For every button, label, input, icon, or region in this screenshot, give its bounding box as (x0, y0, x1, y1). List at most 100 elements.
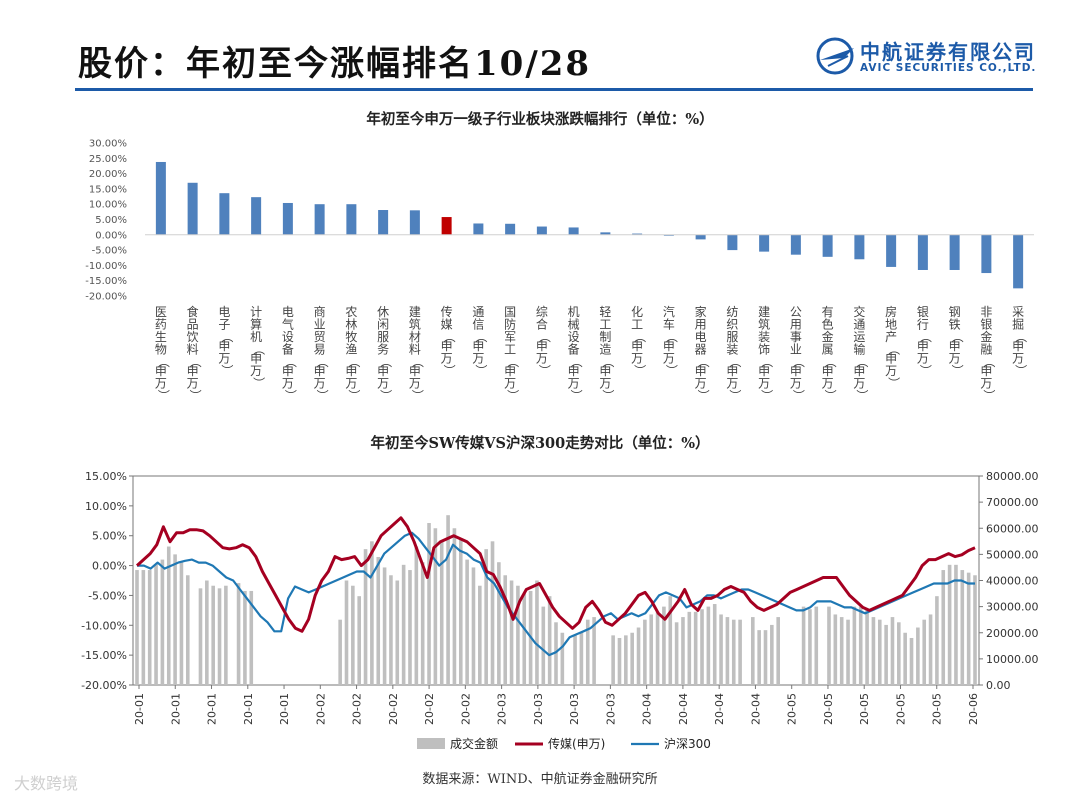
volume-bar (351, 585, 355, 685)
bar-category-label: 休闲服务︵申万︶ (377, 305, 392, 403)
volume-bar (344, 580, 349, 685)
volume-bar (776, 617, 780, 685)
bar-category-label: 采掘︵申万︶ (1012, 305, 1027, 378)
volume-bar (706, 606, 711, 685)
bar-category-label: 纺织服装︵申万︶ (726, 305, 741, 403)
volume-bar (338, 619, 342, 685)
volume-bar (871, 617, 876, 685)
volume-bar (719, 614, 723, 685)
volume-bar (903, 632, 907, 685)
volume-bar (947, 564, 952, 685)
x-tick-label: 20-02 (387, 693, 400, 725)
volume-bar (681, 617, 685, 685)
right-y-tick-label: 10000.00 (986, 653, 1039, 666)
volume-bar (541, 606, 546, 685)
bar-category-label: 家用电器︵申万︶ (695, 304, 710, 403)
volume-bar (693, 611, 698, 685)
volume-bar (763, 630, 768, 685)
volume-bar (751, 617, 755, 685)
bar-category-label: 房地产︵申万︶ (885, 304, 900, 391)
volume-bar (503, 575, 508, 685)
bar-category-label: 汽车︵申万︶ (663, 304, 678, 378)
bar-y-tick-label: -10.00% (85, 261, 127, 272)
media-vs-hs300-chart: 15.00% 10.00% 5.00% 0.00% -5.00% -10.00% -15.0… (81, 470, 1038, 751)
volume-bar (916, 627, 920, 685)
volume-bar (382, 567, 387, 685)
right-y-tick-label: 30000.00 (986, 601, 1039, 614)
volume-bar (433, 528, 438, 685)
bar-category-label: 交通运输︵申万︶ (853, 304, 868, 403)
x-tick-label: 20-04 (713, 693, 726, 725)
bar-category-label: 钢铁︵申万︶ (949, 305, 964, 378)
volume-bar (205, 580, 209, 685)
x-tick-label: 20-03 (604, 693, 617, 725)
right-y-tick-label: 0.00 (986, 679, 1011, 692)
volume-bar (135, 570, 139, 685)
bar-y-tick-label: -15.00% (85, 276, 127, 287)
volume-bar (236, 583, 241, 685)
volume-bar (973, 575, 977, 685)
volume-bar (516, 585, 520, 685)
bar-2 (187, 182, 198, 235)
bar-y-tick-label: 10.00% (89, 200, 127, 211)
volume-bar (884, 624, 888, 685)
volume-bar (585, 619, 590, 685)
brand-name: 中航证券有限公司 (860, 40, 1036, 64)
x-tick-label: 20-03 (568, 693, 581, 725)
volume-bar (446, 515, 450, 685)
bar-24 (886, 234, 897, 267)
bar-y-tick-label: 20.00% (89, 169, 127, 180)
bar-category-label: 食品饮料︵申万︶ (187, 304, 202, 403)
x-tick-label: 20-02 (314, 693, 327, 725)
volume-bar (535, 580, 539, 685)
hs300-line (137, 531, 975, 657)
volume-bar (217, 588, 222, 685)
bar-12 (505, 223, 516, 235)
volume-bar (928, 614, 933, 685)
industry-bar-chart: 30.00% 25.00% 20.00% 15.00% 10.00% 5.00% 0.00%… (85, 139, 1034, 403)
bar-category-label: 医药生物︵申万︶ (155, 305, 170, 403)
volume-bar (363, 549, 368, 685)
bar-7 (346, 204, 357, 235)
volume-bar (547, 596, 552, 685)
volume-bar (846, 619, 850, 685)
source-note: 数据来源：WIND、中航证券金融研究所 (422, 772, 658, 787)
volume-bar (414, 546, 419, 685)
x-tick-label: 20-01 (133, 693, 146, 725)
volume-bar (471, 567, 476, 685)
bar-category-label: 公用事业︵申万︶ (790, 305, 805, 403)
x-tick-label: 20-05 (931, 693, 944, 725)
x-tick-label: 20-02 (459, 693, 472, 725)
volume-bar (700, 609, 704, 685)
bar-y-tick-label: 5.00% (95, 215, 127, 226)
right-y-tick-label: 20000.00 (986, 627, 1039, 640)
bar-y-tick-label: 30.00% (89, 139, 127, 150)
volume-bar (922, 619, 927, 685)
right-y-tick-label: 50000.00 (986, 548, 1039, 561)
bar-19 (727, 234, 738, 251)
brand-name-en: AVIC SECURITIES CO.,LTD. (860, 62, 1037, 74)
bar-category-label: 传媒︵申万︶ (441, 304, 456, 378)
bar-6 (314, 204, 325, 235)
bar-9 (409, 210, 420, 235)
bar-category-label: 商业贸易︵申万︶ (314, 304, 329, 403)
left-y-tick-label: 10.00% (85, 500, 127, 513)
x-tick-label: 20-05 (822, 693, 835, 725)
volume-bar (497, 562, 501, 685)
volume-bar (439, 541, 444, 685)
volume-bar (954, 564, 958, 685)
volume-bar (408, 570, 412, 685)
volume-bar (636, 627, 641, 685)
volume-bar (141, 570, 146, 685)
volume-bar (458, 538, 463, 685)
volume-bar (687, 611, 692, 685)
bar-10 (441, 217, 452, 235)
volume-bar (839, 617, 844, 685)
volume-bar (725, 617, 730, 685)
x-tick-label: 20-04 (641, 693, 654, 725)
volume-bar (522, 593, 527, 685)
bar-category-label: 银行︵申万︶ (917, 305, 932, 378)
volume-bar (484, 549, 488, 685)
volume-bar (198, 588, 203, 685)
x-tick-label: 20-01 (278, 693, 291, 725)
